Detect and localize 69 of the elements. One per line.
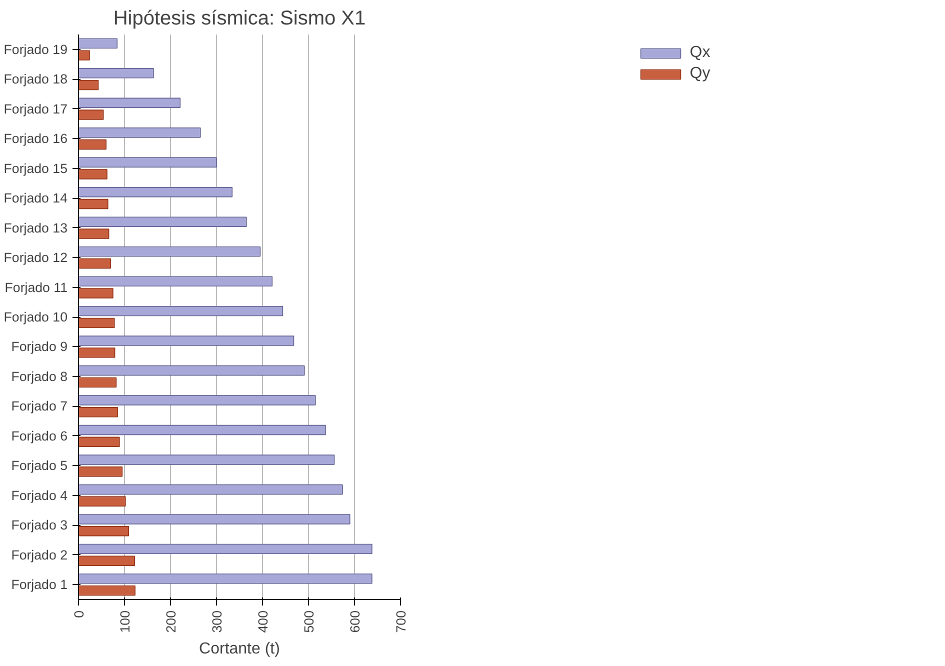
- bar: [78, 514, 350, 524]
- bar: [78, 98, 181, 108]
- y-tick-label: Forjado 9: [11, 339, 68, 354]
- bar: [78, 169, 108, 180]
- bar: [78, 80, 99, 90]
- y-tick-label: Forjado 6: [11, 428, 68, 444]
- bar: [78, 157, 217, 168]
- bar: [78, 68, 154, 78]
- bar: [78, 424, 326, 436]
- y-tick-label: Forjado 4: [11, 488, 68, 503]
- bar: [78, 38, 118, 49]
- bar: [78, 407, 118, 418]
- bar: [78, 348, 116, 358]
- bar: [78, 526, 129, 536]
- y-tick-label: Forjado 5: [11, 458, 68, 474]
- bar: [78, 585, 136, 596]
- bar: [78, 395, 316, 406]
- x-tick-label: 200: [164, 610, 178, 633]
- y-tick-label: Forjado 19: [4, 42, 68, 57]
- y-tick-label: Forjado 13: [4, 220, 68, 236]
- bar: [78, 186, 232, 198]
- legend-label: Qx: [690, 44, 710, 62]
- bar: [78, 336, 294, 346]
- y-tick-label: Forjado 2: [11, 547, 68, 562]
- y-tick-label: Forjado 11: [4, 280, 68, 295]
- x-tick-label: 400: [256, 610, 270, 633]
- bar: [78, 365, 305, 376]
- chart-title: Hipótesis sísmica: Sismo X1: [113, 8, 366, 30]
- bar: [78, 228, 110, 239]
- bar: [78, 484, 343, 495]
- x-tick-label: 300: [210, 610, 224, 633]
- x-tick-label: 0: [72, 610, 86, 618]
- bar: [78, 128, 201, 138]
- bar: [78, 216, 247, 227]
- x-tick-label: 500: [302, 610, 316, 633]
- bar: [78, 556, 135, 566]
- bar: [78, 496, 126, 506]
- bar: [78, 139, 106, 150]
- bar: [78, 258, 112, 269]
- bar: [78, 574, 372, 584]
- bar: [78, 544, 372, 554]
- bar: [78, 436, 120, 448]
- x-tick-label: 600: [348, 610, 362, 633]
- y-tick-label: Forjado 3: [11, 518, 68, 533]
- bar: [78, 110, 104, 120]
- y-tick-label: Forjado 17: [4, 101, 68, 116]
- x-tick-label: 700: [394, 610, 408, 633]
- y-tick-label: Forjado 14: [4, 190, 68, 206]
- bar: [78, 50, 90, 60]
- y-tick-label: Forjado 18: [4, 72, 68, 87]
- y-tick-label: Forjado 10: [4, 310, 68, 324]
- bar: [78, 377, 117, 388]
- bar: [78, 306, 284, 316]
- bar: [78, 288, 114, 298]
- y-tick-label: Forjado 8: [11, 368, 68, 384]
- bar: [78, 318, 115, 328]
- bar: [78, 246, 261, 257]
- bar: [78, 454, 335, 465]
- x-tick-label: 100: [118, 610, 132, 633]
- y-tick-label: Forjado 12: [4, 250, 68, 266]
- bar: [78, 276, 273, 286]
- y-tick-label: Forjado 7: [11, 398, 68, 414]
- y-tick-label: Forjado 15: [4, 160, 68, 176]
- bar: [78, 466, 123, 477]
- bar: [78, 198, 108, 210]
- legend-label: Qy: [690, 65, 710, 83]
- x-axis-title: Cortante (t): [199, 640, 280, 658]
- y-tick-label: Forjado 1: [11, 577, 68, 592]
- y-tick-label: Forjado 16: [4, 131, 68, 146]
